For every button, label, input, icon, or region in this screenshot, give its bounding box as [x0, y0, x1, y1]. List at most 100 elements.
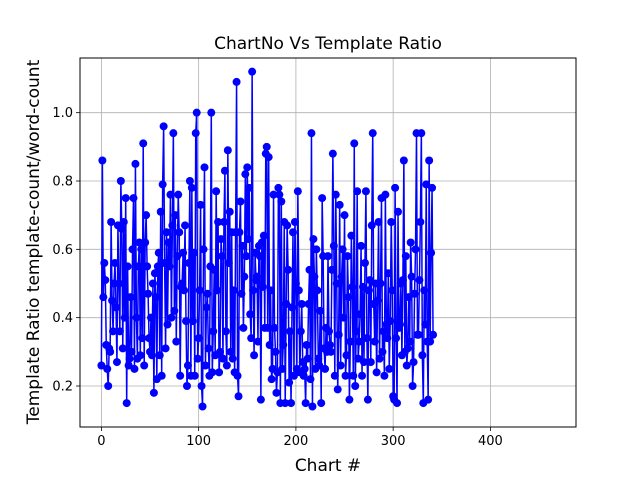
data-point	[174, 190, 183, 199]
data-point	[111, 259, 120, 267]
data-point	[416, 218, 425, 226]
data-point	[404, 293, 413, 302]
data-point	[219, 218, 228, 226]
data-point	[297, 300, 306, 308]
data-point	[178, 279, 187, 288]
data-point	[145, 334, 154, 343]
data-point	[318, 194, 327, 203]
data-point	[100, 259, 109, 267]
data-point	[283, 221, 292, 230]
data-point	[300, 364, 309, 373]
data-point	[343, 252, 352, 261]
data-point	[357, 241, 366, 250]
data-point	[277, 197, 286, 206]
data-point	[313, 286, 322, 295]
data-point	[129, 194, 138, 203]
data-point	[411, 245, 420, 254]
x-tick-label: 300	[381, 434, 406, 449]
data-point	[405, 337, 414, 346]
data-point	[269, 190, 278, 199]
data-point	[257, 238, 266, 247]
data-point	[101, 276, 110, 285]
data-point	[291, 279, 300, 288]
data-point	[199, 245, 208, 254]
data-point	[209, 327, 218, 336]
data-point	[310, 272, 319, 281]
data-point	[308, 402, 317, 411]
data-point	[422, 180, 431, 189]
data-point	[355, 337, 364, 346]
data-point	[99, 293, 108, 302]
data-point	[208, 368, 217, 377]
data-point	[220, 166, 229, 175]
data-point	[253, 272, 261, 281]
data-point	[275, 190, 284, 199]
x-tick-label: 100	[186, 434, 211, 449]
data-point	[165, 262, 174, 271]
data-point	[303, 354, 312, 363]
data-point	[135, 238, 144, 247]
data-point	[290, 218, 299, 226]
data-point	[197, 382, 206, 390]
data-point	[118, 344, 127, 353]
ticks: 0 100 200 300 400 0.2 0.4 0.6 0.8 1.0	[52, 106, 503, 449]
data-point	[424, 395, 433, 404]
data-point	[243, 163, 252, 172]
data-point	[327, 265, 336, 274]
data-point	[225, 207, 234, 216]
data-point	[402, 361, 411, 370]
data-point	[315, 361, 324, 370]
y-tick-label: 1.0	[52, 106, 73, 121]
data-point	[147, 313, 155, 322]
data-point	[116, 177, 125, 185]
data-point	[223, 146, 232, 155]
data-point	[115, 327, 124, 336]
data-point	[182, 317, 191, 326]
data-point	[195, 286, 204, 295]
data-point	[246, 310, 255, 319]
data-point	[185, 177, 194, 185]
data-point	[247, 334, 256, 343]
data-point	[370, 337, 379, 346]
data-point	[362, 334, 371, 343]
data-point	[366, 358, 375, 367]
data-point	[408, 382, 417, 390]
data-point	[103, 364, 112, 373]
data-point	[326, 347, 335, 356]
data-point	[294, 286, 303, 295]
data-point	[237, 289, 246, 298]
data-point	[188, 317, 197, 326]
data-point	[346, 337, 355, 346]
data-point	[374, 218, 383, 226]
data-point	[301, 399, 310, 408]
data-point	[168, 221, 177, 230]
data-point	[242, 252, 251, 261]
data-point	[415, 276, 424, 285]
y-tick-label: 0.8	[52, 175, 73, 190]
data-point	[234, 392, 243, 401]
data-point	[236, 197, 245, 206]
data-point	[266, 286, 275, 295]
data-point	[403, 344, 412, 353]
data-point	[132, 313, 141, 322]
data-point	[217, 235, 226, 244]
data-point	[337, 272, 346, 281]
data-point	[349, 371, 358, 380]
data-point	[158, 180, 167, 189]
data-point	[325, 341, 334, 349]
data-point	[341, 371, 350, 380]
data-point	[350, 139, 359, 148]
data-point	[137, 245, 146, 254]
data-point	[394, 207, 403, 216]
data-point	[213, 286, 222, 295]
data-point	[406, 238, 415, 247]
data-point	[351, 382, 360, 390]
data-point	[321, 364, 330, 373]
data-point	[338, 245, 347, 254]
data-point	[344, 293, 353, 302]
data-point	[324, 327, 333, 336]
data-point	[224, 259, 233, 267]
y-axis-label: Template Ratio template-count/word-count	[24, 59, 44, 425]
data-point	[267, 375, 276, 384]
data-point	[159, 122, 168, 131]
